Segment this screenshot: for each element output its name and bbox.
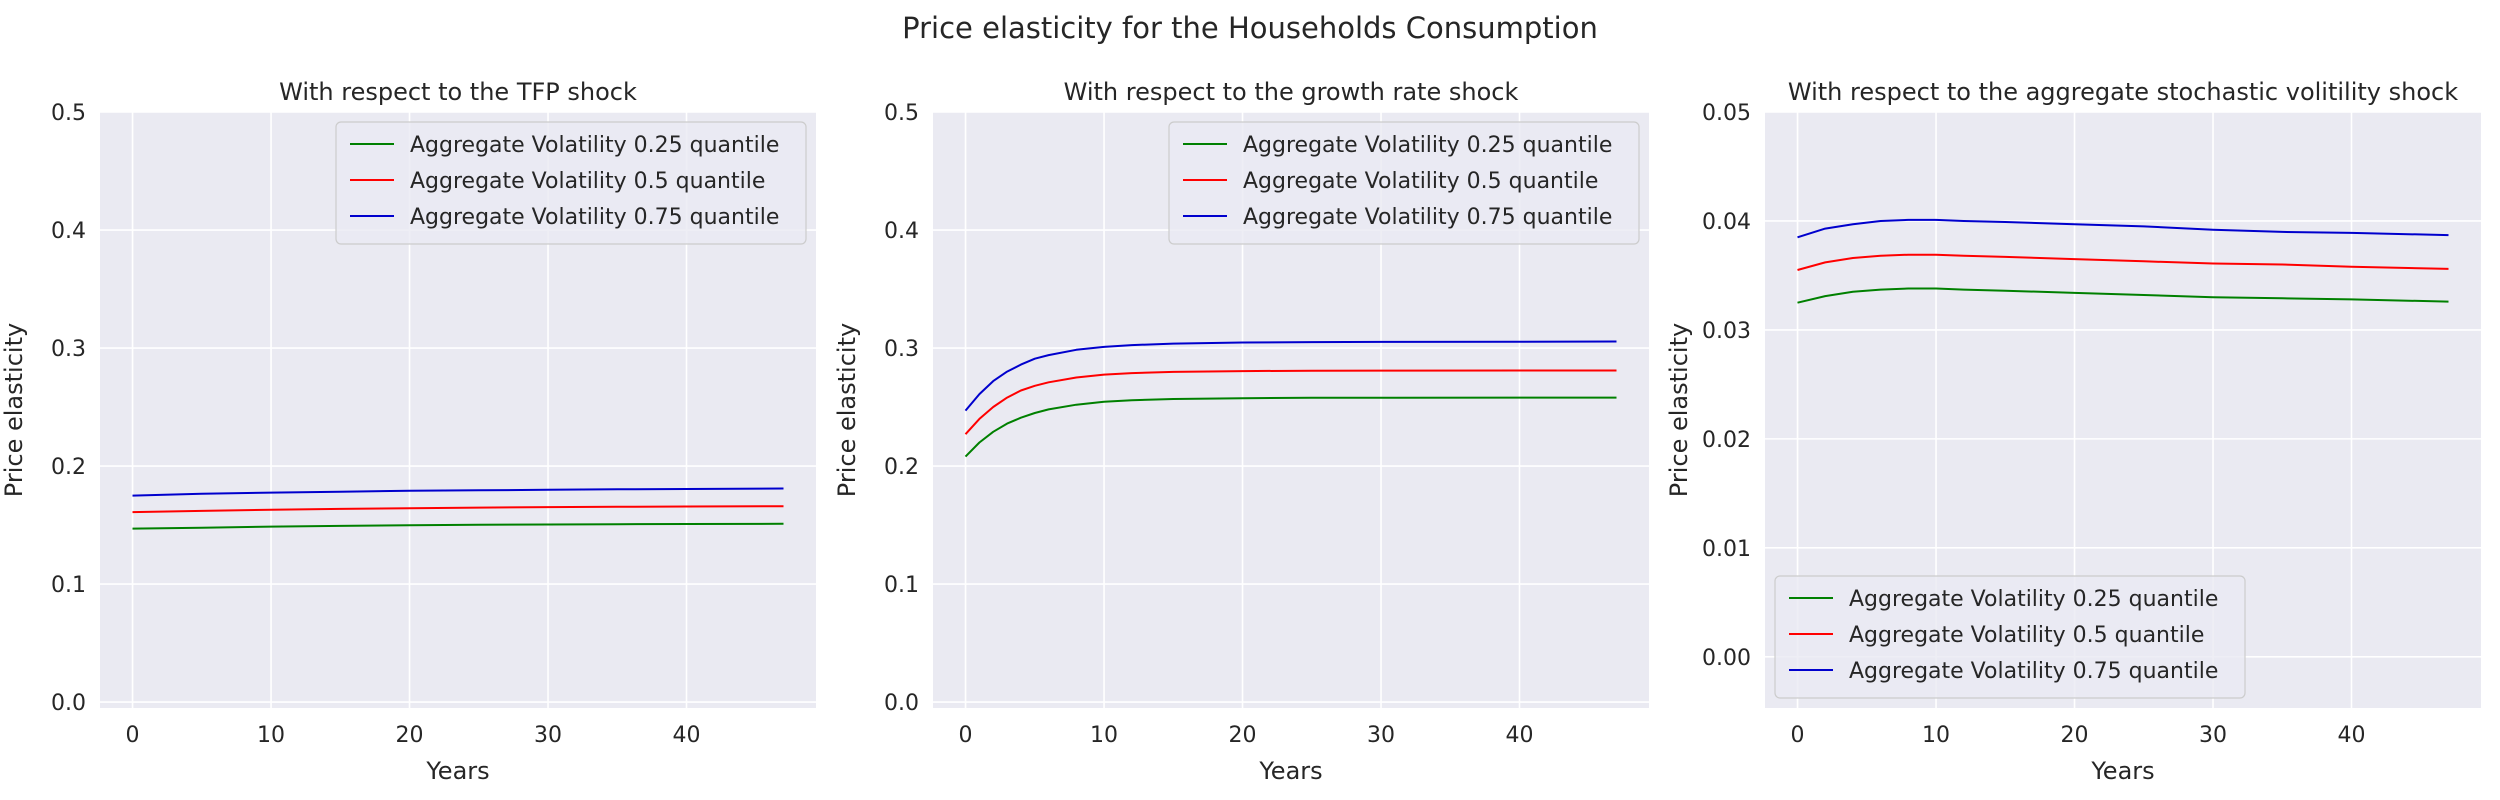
legend-label: Aggregate Volatility 0.5 quantile (1243, 169, 1598, 194)
series-lines (1797, 218, 2449, 304)
x-tick-label: 30 (2199, 723, 2227, 748)
y-tick-label: 0.4 (51, 219, 86, 244)
figure-title: Price elasticity for the Households Cons… (902, 11, 1598, 45)
x-tick-label: 0 (1791, 723, 1805, 748)
chart-panel-3: 0 10 20 30 40 0.00 0.01 0.02 0.03 0.04 0.05 Years Pr… (1665, 78, 2481, 785)
y-tick-label: 0.0 (51, 691, 86, 716)
chart-panel-1: 0 10 20 30 40 0.0 0.1 0.2 0.3 0.4 0.5 Years Price el… (0, 78, 816, 785)
x-tick-label: 20 (396, 723, 424, 748)
x-tick-label: 20 (2061, 723, 2089, 748)
x-tick-label: 40 (2338, 723, 2366, 748)
y-tick-label: 0.3 (884, 337, 919, 362)
x-tick-label: 40 (1506, 723, 1534, 748)
x-tick-label: 10 (257, 723, 285, 748)
y-tick-label: 0.4 (884, 219, 919, 244)
chart-panel-2: 0 10 20 30 40 0.0 0.1 0.2 0.3 0.4 0.5 Years Price el… (833, 78, 1649, 785)
series-line-2 (132, 505, 784, 514)
legend-label: Aggregate Volatility 0.25 quantile (410, 133, 779, 158)
legend-label: Aggregate Volatility 0.75 quantile (410, 205, 779, 230)
x-tick-label: 0 (959, 723, 973, 748)
x-tick-label: 10 (1090, 723, 1118, 748)
series-line-1 (964, 396, 1617, 458)
y-tick-label: 0.0 (884, 691, 919, 716)
y-tick-label: 0.02 (1702, 428, 1751, 453)
y-tick-label: 0.00 (1702, 646, 1751, 671)
x-tick-label: 30 (534, 723, 562, 748)
x-axis-label: Years (425, 757, 489, 785)
x-tick-label: 0 (126, 723, 140, 748)
x-tick-label: 10 (1922, 723, 1950, 748)
series-line-3 (1797, 218, 2449, 239)
legend-box (335, 121, 807, 245)
chart-panels: 0 10 20 30 40 0.0 0.1 0.2 0.3 0.4 0.5 Years Price el… (0, 78, 2481, 785)
y-tick-label: 0.2 (51, 455, 86, 480)
legend-box (1774, 575, 2246, 699)
y-tick-label: 0.1 (51, 573, 86, 598)
chart-title: With respect to the TFP shock (279, 78, 637, 106)
legend-label: Aggregate Volatility 0.75 quantile (1243, 205, 1612, 230)
x-tick-label: 40 (673, 723, 701, 748)
legend-label: Aggregate Volatility 0.75 quantile (1849, 659, 2218, 684)
series-lines (132, 487, 784, 530)
chart-title: With respect to the growth rate shock (1064, 78, 1519, 106)
y-tick-label: 0.5 (51, 101, 86, 126)
y-tick-label: 0.01 (1702, 537, 1751, 562)
legend-label: Aggregate Volatility 0.5 quantile (1849, 623, 2204, 648)
legend: Aggregate Volatility 0.25 quantile Aggreg… (1168, 121, 1640, 245)
series-line-2 (1797, 253, 2449, 271)
legend-label: Aggregate Volatility 0.5 quantile (410, 169, 765, 194)
y-tick-label: 0.03 (1702, 319, 1751, 344)
series-line-3 (132, 487, 784, 497)
y-tick-label: 0.1 (884, 573, 919, 598)
x-tick-label: 20 (1229, 723, 1257, 748)
legend-label: Aggregate Volatility 0.25 quantile (1849, 587, 2218, 612)
y-axis-label: Price elasticity (1665, 323, 1693, 497)
y-tick-label: 0.04 (1702, 210, 1751, 235)
legend: Aggregate Volatility 0.25 quantile Aggreg… (335, 121, 807, 245)
legend: Aggregate Volatility 0.25 quantile Aggreg… (1774, 575, 2246, 699)
y-axis-label: Price elasticity (0, 323, 28, 497)
series-line-2 (964, 369, 1617, 435)
x-axis-label: Years (2090, 757, 2154, 785)
x-axis-label: Years (1258, 757, 1322, 785)
x-tick-label: 30 (1367, 723, 1395, 748)
series-line-3 (964, 340, 1617, 412)
y-axis-label: Price elasticity (833, 323, 861, 497)
y-tick-label: 0.05 (1702, 101, 1751, 126)
series-line-1 (132, 522, 784, 530)
y-tick-label: 0.2 (884, 455, 919, 480)
series-line-1 (1797, 287, 2449, 304)
y-tick-label: 0.3 (51, 337, 86, 362)
chart-title: With respect to the aggregate stochastic… (1788, 78, 2458, 106)
y-tick-label: 0.5 (884, 101, 919, 126)
legend-label: Aggregate Volatility 0.25 quantile (1243, 133, 1612, 158)
legend-box (1168, 121, 1640, 245)
series-lines (964, 340, 1617, 458)
